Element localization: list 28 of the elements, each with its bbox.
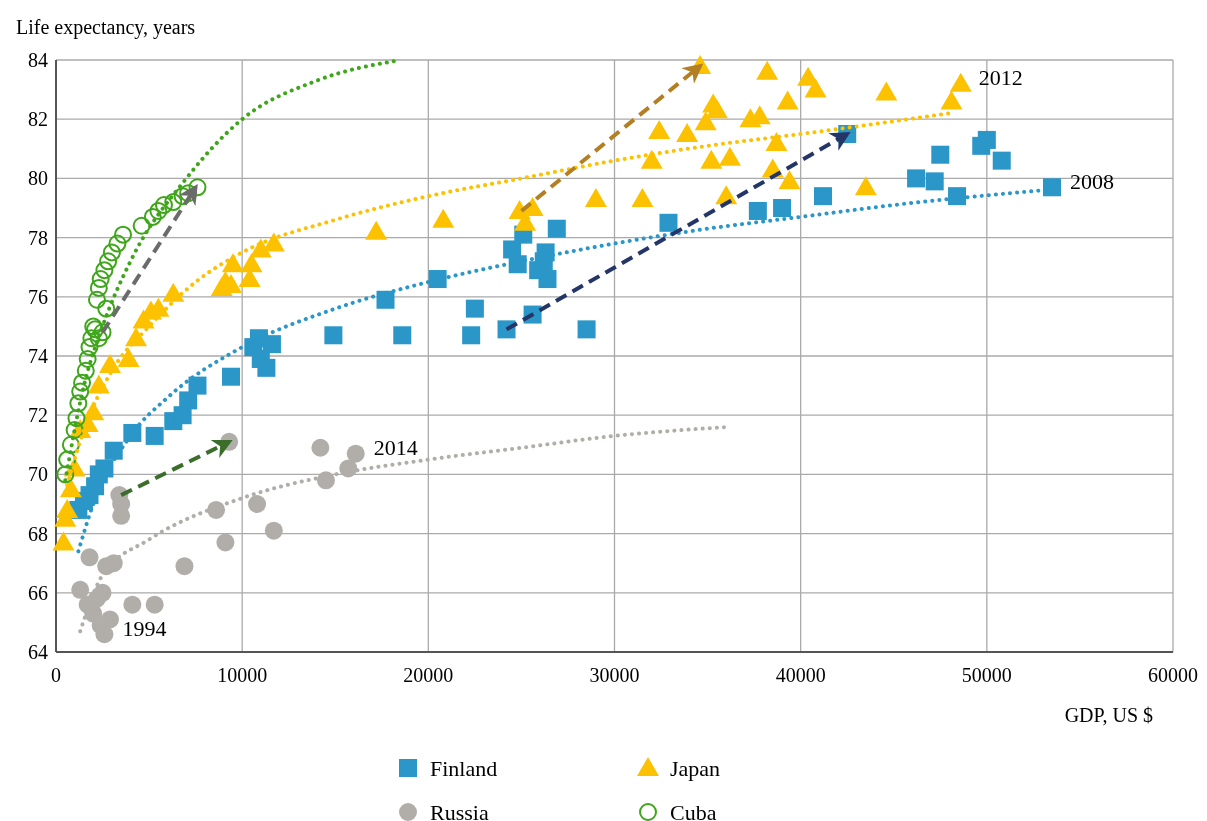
y-tick-label: 64	[28, 641, 48, 663]
y-axis-title: Life expectancy, years	[16, 16, 196, 39]
legend-label: Finland	[430, 755, 498, 781]
y-tick-label: 82	[28, 108, 48, 131]
y-tick-label: 80	[28, 167, 48, 190]
y-tick-label: 66	[28, 581, 48, 604]
x-tick-label: 30000	[589, 664, 640, 686]
x-tick-label: 20000	[403, 664, 454, 686]
legend-label: Japan	[670, 755, 721, 781]
y-tick-label: 78	[28, 226, 48, 249]
x-axis-title: GDP, US $	[1064, 704, 1153, 726]
annotation: 2014	[373, 435, 418, 461]
annotation: 2012	[978, 65, 1023, 91]
annotation: 1994	[122, 615, 167, 641]
y-tick-label: 72	[28, 404, 48, 427]
x-tick-label: 10000	[217, 664, 268, 686]
y-tick-label: 84	[28, 49, 48, 71]
y-tick-label: 70	[28, 463, 48, 486]
legend-label: Russia	[430, 799, 489, 821]
x-tick-label: 60000	[1148, 664, 1198, 686]
x-tick-label: 0	[51, 664, 61, 686]
y-tick-label: 68	[28, 522, 48, 545]
x-tick-label: 40000	[775, 664, 826, 686]
x-tick-label: 50000	[961, 664, 1012, 686]
legend-label: Cuba	[670, 799, 717, 821]
y-tick-label: 74	[28, 345, 48, 367]
y-tick-label: 76	[28, 285, 48, 308]
annotation: 2008	[1069, 168, 1114, 194]
